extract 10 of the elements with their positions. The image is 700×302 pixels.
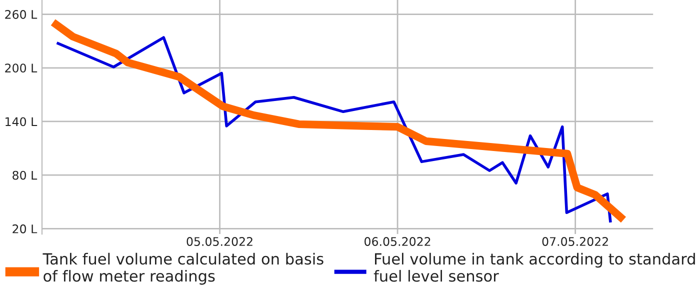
y-tick-label: 20 L <box>12 224 38 234</box>
x-tick-label: 07.05.2022 <box>542 237 608 246</box>
legend-label: Tank fuel volume calculated on basis of flow meter readings <box>42 252 324 285</box>
y-tick-label: 260 L <box>5 10 38 19</box>
x-tick-label: 05.05.2022 <box>186 237 252 246</box>
y-tick-label: 80 L <box>12 170 38 180</box>
legend-label: Fuel volume in tank according to standard fuel level sensor <box>374 252 695 282</box>
y-tick-label: 200 L <box>5 64 38 73</box>
y-tick-label: 140 L <box>6 117 38 126</box>
x-tick-label: 06.05.2022 <box>364 237 430 246</box>
